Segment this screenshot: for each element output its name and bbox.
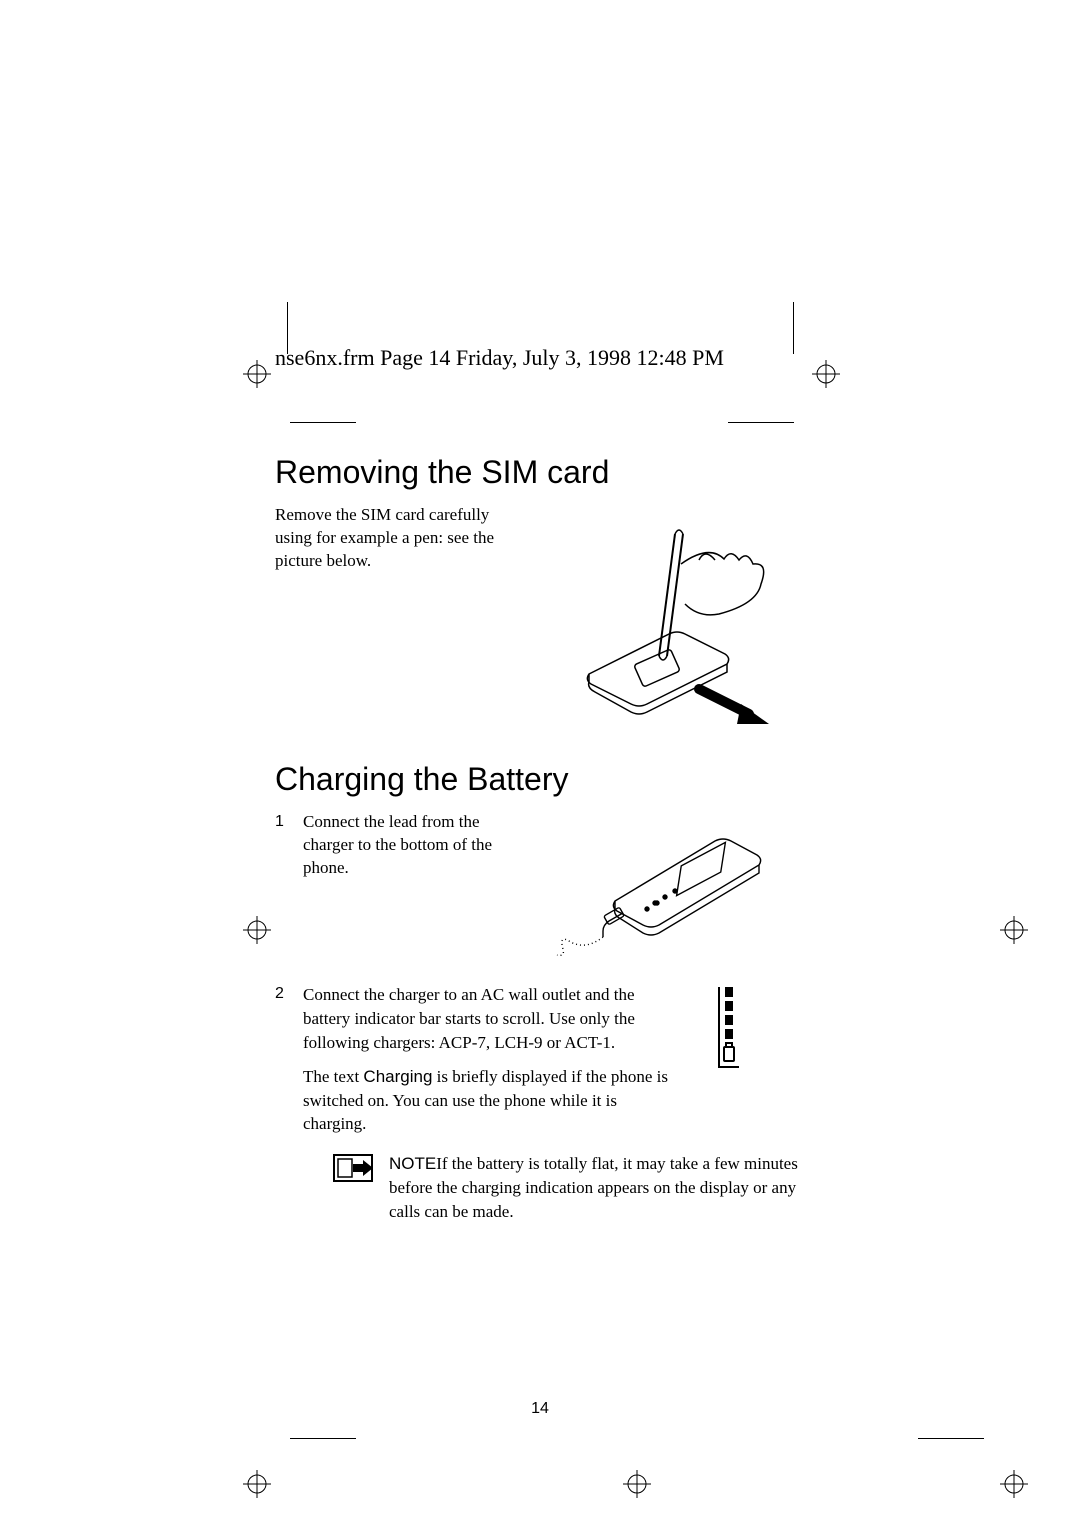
step-1-text: Connect the lead from the charger to the… <box>303 811 503 880</box>
crop-line-top-right-h <box>728 422 794 423</box>
battery-indicator-icon <box>715 987 745 1082</box>
crop-mark-bot-right <box>1000 1470 1028 1498</box>
note-body: If the battery is totally flat, it may t… <box>389 1154 798 1221</box>
sim-removal-text: Remove the SIM card carefully using for … <box>275 504 505 734</box>
crop-line-top-left-h <box>290 422 356 423</box>
note-icon <box>333 1154 373 1223</box>
charging-label: Charging <box>363 1067 432 1086</box>
crop-mark-bot-center <box>623 1470 651 1498</box>
step-2-number: 2 <box>275 983 291 1003</box>
step-2-p2-prefix: The text <box>303 1067 363 1086</box>
heading-charging-battery: Charging the Battery <box>275 762 805 797</box>
step-2-paragraph-1: Connect the charger to an AC wall outlet… <box>303 983 683 1054</box>
note-label: NOTE <box>389 1154 436 1173</box>
step-2-text: Connect the charger to an AC wall outlet… <box>303 983 683 1146</box>
crop-mark-top-right <box>812 360 840 388</box>
crop-mark-bot-left <box>243 1470 271 1498</box>
step-1-number: 1 <box>275 811 291 831</box>
crop-line-bot-left-h <box>290 1438 356 1439</box>
crop-line-top-right-v <box>793 302 794 354</box>
note-text: NOTEIf the battery is totally flat, it m… <box>389 1152 805 1223</box>
charging-figure <box>515 811 805 961</box>
sim-removal-figure <box>523 504 805 734</box>
crop-mark-top-left <box>243 360 271 388</box>
page-number: 14 <box>0 1400 1080 1418</box>
heading-removing-sim: Removing the SIM card <box>275 455 805 490</box>
crop-line-bot-right-h <box>918 1438 984 1439</box>
content-area: Removing the SIM card Remove the SIM car… <box>275 455 805 1224</box>
crop-mark-mid-right <box>1000 916 1028 944</box>
crop-mark-mid-left <box>243 916 271 944</box>
step-2-paragraph-2: The text Charging is briefly displayed i… <box>303 1065 683 1136</box>
header-line: nse6nx.frm Page 14 Friday, July 3, 1998 … <box>275 345 724 371</box>
